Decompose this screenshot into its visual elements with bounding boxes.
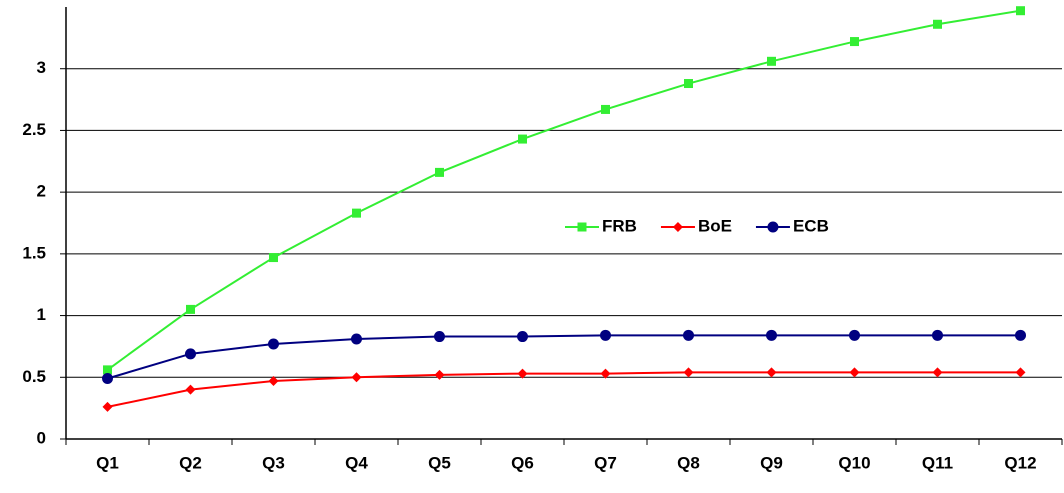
y-tick-label: 2 bbox=[37, 182, 46, 201]
point bbox=[517, 331, 528, 343]
point bbox=[684, 79, 693, 89]
legend-marker bbox=[672, 222, 683, 232]
series-line bbox=[107, 371, 1021, 408]
point bbox=[932, 367, 943, 378]
y-tick-label: 2.5 bbox=[22, 120, 46, 139]
point bbox=[268, 338, 279, 350]
x-tick-label: Q6 bbox=[511, 453, 534, 472]
x-tick-label: Q9 bbox=[760, 453, 783, 472]
point bbox=[186, 304, 195, 314]
point bbox=[102, 401, 113, 412]
y-tick-label: 0.5 bbox=[22, 367, 46, 386]
point bbox=[766, 329, 777, 341]
point bbox=[434, 331, 445, 343]
point bbox=[268, 375, 279, 386]
x-tick-label: Q4 bbox=[345, 453, 368, 472]
x-tick-label: Q10 bbox=[838, 453, 870, 472]
point bbox=[352, 208, 361, 218]
point bbox=[849, 329, 860, 341]
point bbox=[185, 348, 196, 360]
point bbox=[517, 368, 528, 379]
point bbox=[351, 333, 362, 345]
point bbox=[933, 19, 942, 29]
y-tick-label: 0 bbox=[37, 428, 46, 447]
point bbox=[683, 367, 694, 378]
y-tick-label: 1 bbox=[37, 305, 46, 324]
point bbox=[600, 329, 611, 341]
point bbox=[435, 167, 444, 177]
legend-label: FRB bbox=[602, 216, 637, 235]
point bbox=[849, 367, 860, 378]
series-line bbox=[106, 9, 1021, 371]
point bbox=[932, 329, 943, 341]
point bbox=[185, 384, 196, 395]
point bbox=[850, 37, 859, 47]
x-tick-label: Q12 bbox=[1004, 453, 1036, 472]
legend-label: ECB bbox=[793, 216, 829, 235]
point bbox=[434, 369, 445, 380]
point bbox=[1016, 6, 1025, 16]
x-tick-label: Q2 bbox=[179, 453, 202, 472]
point bbox=[600, 368, 611, 379]
legend-label: BoE bbox=[698, 216, 732, 235]
point bbox=[766, 367, 777, 378]
legend-marker bbox=[767, 221, 779, 233]
point bbox=[269, 253, 278, 263]
y-tick-label: 1.5 bbox=[22, 243, 46, 262]
series-line bbox=[107, 334, 1021, 380]
x-tick-label: Q7 bbox=[594, 453, 617, 472]
point bbox=[1015, 329, 1026, 341]
x-tick-label: Q5 bbox=[428, 453, 451, 472]
point bbox=[351, 372, 362, 383]
x-tick-label: Q1 bbox=[96, 453, 119, 472]
point bbox=[518, 134, 527, 144]
point bbox=[601, 104, 610, 114]
point bbox=[102, 373, 113, 385]
y-tick-label: 3 bbox=[37, 58, 46, 77]
point bbox=[683, 329, 694, 341]
point bbox=[767, 56, 776, 66]
point bbox=[1015, 367, 1026, 378]
x-tick-label: Q3 bbox=[262, 453, 285, 472]
x-tick-label: Q8 bbox=[677, 453, 700, 472]
x-tick-label: Q11 bbox=[922, 453, 953, 472]
point bbox=[103, 365, 112, 375]
legend-marker bbox=[577, 222, 587, 232]
